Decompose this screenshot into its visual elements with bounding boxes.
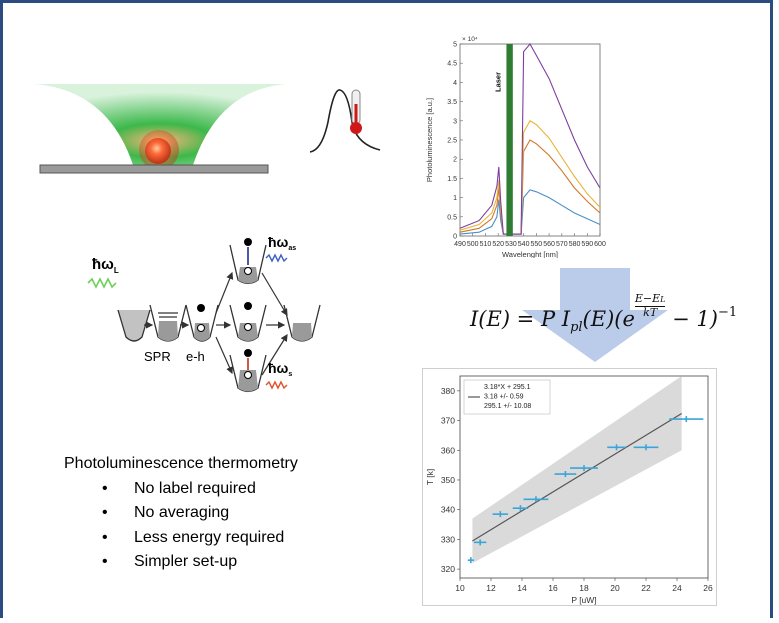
planck-formula: I(E) = P Ipl(E)(e E−EL kT − 1)−1 — [470, 292, 738, 336]
x-tick-label: 550 — [531, 241, 543, 248]
spectrum-series-line — [459, 43, 601, 235]
y-tick-label: 380 — [441, 386, 455, 396]
x-tick-label: 20 — [610, 583, 620, 593]
y-tick-label: 0.5 — [447, 214, 457, 221]
x-tick-label: 18 — [579, 583, 589, 593]
spectrum-series-line — [459, 120, 601, 235]
fit-line — [472, 412, 682, 542]
temperature-chart: 320 330 340 350 360 370 380 10 12 14 16 18 20 22 24 26 P… — [422, 368, 717, 606]
y-tick-label: 2.5 — [447, 138, 457, 145]
substrate — [39, 164, 269, 174]
x-tick-label: 14 — [517, 583, 527, 593]
omega-l-label: ħωL — [92, 256, 119, 275]
laser-band — [506, 44, 513, 236]
x-tick-label: 570 — [556, 241, 568, 248]
x-tick-label: 560 — [543, 241, 555, 248]
y-tick-label: 320 — [441, 564, 455, 574]
x-tick-label: 22 — [641, 583, 651, 593]
legend-entry: 295.1 +/- 10.08 — [484, 403, 531, 410]
spectrum-series-line — [459, 189, 601, 235]
x-tick-label: 580 — [569, 241, 581, 248]
y-multiplier: × 10⁴ — [462, 36, 478, 43]
x-tick-label: 490 — [454, 241, 466, 248]
y-tick-label: 3 — [453, 118, 457, 125]
x-tick-label: 520 — [492, 241, 504, 248]
spr-label: SPR — [144, 349, 171, 364]
down-arrow-shape — [522, 268, 668, 362]
y-tick-label: 3.5 — [447, 99, 457, 106]
eh-label: e-h — [186, 349, 205, 364]
y-axis-label: T [k] — [425, 469, 435, 485]
y-tick-label: 2 — [453, 157, 457, 164]
laser-beam-glow — [34, 84, 286, 165]
y-tick-label: 0 — [453, 234, 457, 241]
y-tick-label: 360 — [441, 445, 455, 455]
x-tick-label: 590 — [581, 241, 593, 248]
y-tick-label: 350 — [441, 475, 455, 485]
y-tick-label: 330 — [441, 534, 455, 544]
nanoparticle-illustration — [34, 84, 286, 174]
x-tick-label: 530 — [505, 241, 517, 248]
y-tick-label: 4 — [453, 80, 457, 87]
y-tick-label: 4.5 — [447, 61, 457, 68]
legend-entry: 3.18 +/- 0.59 — [484, 394, 524, 401]
energy-level-diagram: ħωL — [87, 234, 321, 393]
x-tick-label: 12 — [486, 583, 496, 593]
x-tick-label: 600 — [594, 241, 606, 248]
x-tick-label: 540 — [518, 241, 530, 248]
omega-as-label: ħωas — [268, 234, 296, 252]
y-tick-label: 340 — [441, 505, 455, 515]
legend: 3.18*X + 295.1 3.18 +/- 0.59 295.1 +/- 10.… — [463, 379, 551, 415]
y-tick-label: 5 — [453, 42, 457, 49]
nanoparticle — [145, 138, 171, 164]
x-axis-label: P [uW] — [571, 595, 596, 605]
x-tick-label: 10 — [455, 583, 465, 593]
omega-s-label: ħωs — [268, 360, 292, 378]
bullet-item: No averaging — [102, 501, 384, 526]
bullet-title: Photoluminescence thermometry — [64, 455, 298, 472]
x-axis-label: Wavelenght [nm] — [502, 250, 558, 258]
x-tick-label: 24 — [672, 583, 682, 593]
y-tick-label: 1.5 — [447, 176, 457, 183]
incoming-photon-wave — [87, 277, 117, 289]
x-tick-label: 500 — [467, 241, 479, 248]
bullet-list: Photoluminescence thermometry No label r… — [64, 452, 384, 575]
bullet-item: Simpler set-up — [102, 550, 384, 575]
x-tick-label: 510 — [480, 241, 492, 248]
y-axis-label: Photoluminescence [a.u.] — [425, 98, 434, 182]
y-tick-label: 370 — [441, 416, 455, 426]
bullet-item: Less energy required — [102, 526, 384, 551]
x-tick-label: 26 — [703, 583, 713, 593]
y-tick-label: 1 — [453, 195, 457, 202]
confidence-band — [472, 376, 682, 564]
x-tick-label: 16 — [548, 583, 558, 593]
legend-entry: 3.18*X + 295.1 — [484, 384, 531, 391]
spectrum-thermometer-icon — [309, 89, 381, 153]
bullet-item: No label required — [102, 477, 384, 502]
laser-annotation: Laser — [494, 72, 503, 92]
